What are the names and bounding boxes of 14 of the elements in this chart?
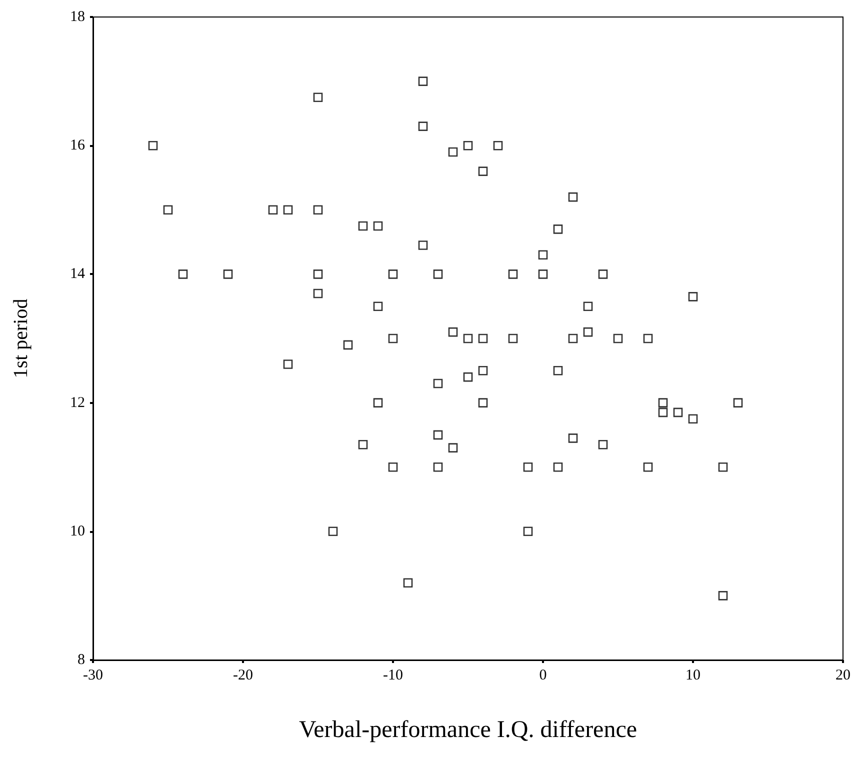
y-tick-label: 14: [70, 266, 86, 282]
y-tick-label: 16: [70, 138, 86, 154]
x-tick-label: -20: [233, 668, 253, 684]
x-tick-label: 10: [686, 668, 700, 684]
x-tick-label: 20: [836, 668, 850, 684]
x-axis-title: Verbal-performance I.Q. difference: [298, 717, 638, 743]
y-axis-title: 1st period: [10, 298, 32, 378]
x-tick-label: -10: [383, 668, 403, 684]
y-tick-label: 8: [78, 652, 85, 668]
y-tick-label: 12: [70, 394, 85, 411]
y-tick-label: 10: [70, 523, 85, 540]
x-tick-label: -30: [83, 668, 103, 684]
x-tick-label: 0: [539, 668, 547, 684]
y-tick-label: 18: [70, 9, 85, 25]
